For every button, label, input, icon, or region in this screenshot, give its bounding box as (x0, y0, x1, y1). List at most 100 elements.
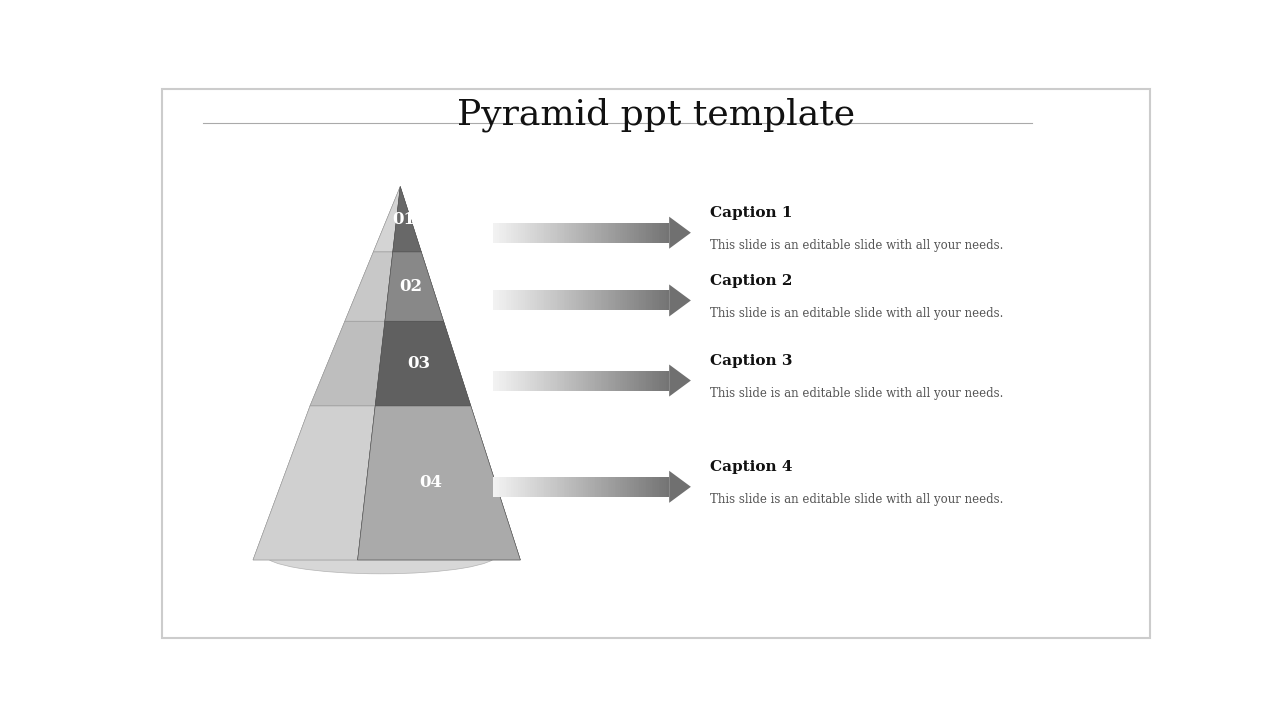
Text: This slide is an editable slide with all your needs.: This slide is an editable slide with all… (710, 239, 1004, 252)
Bar (660, 371, 662, 390)
Bar (577, 477, 580, 497)
Bar (591, 371, 594, 390)
Bar (595, 477, 596, 497)
Polygon shape (385, 252, 444, 321)
Bar (567, 477, 568, 497)
Bar (495, 290, 497, 310)
Bar (605, 290, 608, 310)
Bar (571, 371, 572, 390)
Bar (532, 222, 534, 243)
Bar (657, 290, 659, 310)
Bar (634, 290, 636, 310)
Bar (562, 477, 563, 497)
Bar (599, 477, 600, 497)
Bar (506, 222, 507, 243)
Bar (543, 290, 544, 310)
Bar (540, 371, 543, 390)
Bar (575, 477, 576, 497)
Bar (534, 477, 535, 497)
Bar (641, 371, 643, 390)
Bar (637, 222, 639, 243)
Bar (667, 290, 669, 310)
Bar (553, 290, 554, 310)
Bar (558, 477, 561, 497)
Bar (563, 371, 566, 390)
Bar (657, 371, 659, 390)
Bar (605, 477, 608, 497)
Bar (599, 222, 600, 243)
Bar (603, 477, 604, 497)
Bar (539, 290, 540, 310)
Bar (549, 371, 552, 390)
Bar (580, 222, 581, 243)
Polygon shape (253, 406, 375, 560)
Bar (636, 222, 637, 243)
Bar (498, 371, 500, 390)
Bar (613, 222, 614, 243)
Bar (504, 477, 506, 497)
Bar (547, 222, 548, 243)
Text: Caption 2: Caption 2 (710, 274, 792, 288)
Bar (631, 371, 632, 390)
Bar (641, 290, 643, 310)
Bar (631, 477, 632, 497)
Bar (646, 477, 648, 497)
Bar (576, 371, 577, 390)
Bar (571, 290, 572, 310)
Bar (613, 477, 614, 497)
Bar (534, 371, 535, 390)
Text: Pyramid ppt template: Pyramid ppt template (457, 98, 855, 132)
Bar (557, 371, 558, 390)
Bar (497, 371, 498, 390)
Bar (553, 477, 554, 497)
Bar (590, 477, 591, 497)
Bar (639, 222, 641, 243)
Text: 02: 02 (399, 278, 422, 295)
Bar (572, 371, 575, 390)
Bar (515, 290, 516, 310)
Bar (650, 371, 652, 390)
Bar (520, 371, 521, 390)
Bar (623, 371, 625, 390)
Polygon shape (393, 186, 421, 252)
Bar (643, 371, 645, 390)
Bar (646, 222, 648, 243)
Bar (539, 371, 540, 390)
Bar (636, 371, 637, 390)
Bar (509, 477, 511, 497)
Bar (659, 222, 660, 243)
Bar (568, 222, 571, 243)
Bar (581, 371, 582, 390)
Text: This slide is an editable slide with all your needs.: This slide is an editable slide with all… (710, 493, 1004, 506)
Bar (504, 222, 506, 243)
Bar (567, 290, 568, 310)
Bar (608, 477, 609, 497)
Bar (618, 290, 620, 310)
Bar (666, 477, 667, 497)
Bar (652, 477, 653, 497)
Bar (611, 477, 613, 497)
Bar (561, 222, 562, 243)
Bar (628, 477, 631, 497)
Bar (571, 222, 572, 243)
Bar (520, 477, 521, 497)
Bar (603, 290, 604, 310)
Bar (628, 371, 631, 390)
Bar (511, 477, 512, 497)
Bar (543, 477, 544, 497)
Text: Caption 1: Caption 1 (710, 207, 792, 220)
Bar (648, 222, 650, 243)
Bar (614, 290, 617, 310)
Bar (625, 222, 627, 243)
Bar (667, 371, 669, 390)
Bar (516, 222, 518, 243)
Bar (581, 222, 582, 243)
Bar (548, 477, 549, 497)
Bar (605, 371, 608, 390)
Bar (664, 222, 666, 243)
Bar (637, 371, 639, 390)
Bar (594, 371, 595, 390)
Bar (613, 371, 614, 390)
Bar (582, 371, 585, 390)
Bar (595, 290, 596, 310)
